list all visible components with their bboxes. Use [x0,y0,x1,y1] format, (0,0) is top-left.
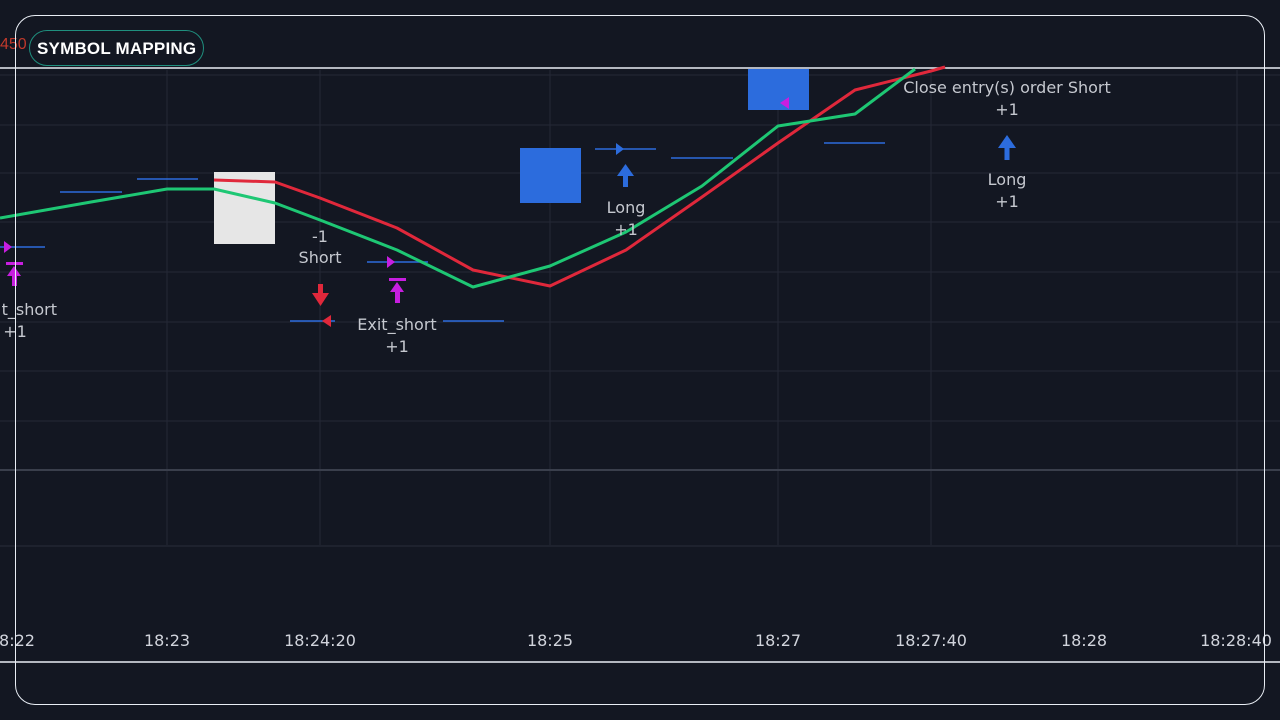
annotation-label: Close entry(s) order Short [903,78,1111,97]
annotation-qty: +1 [3,322,27,341]
order-level-segments [0,142,885,322]
x-tick-label: 18:27:40 [895,631,967,650]
blue-candle-box-top [748,69,809,110]
magenta-triangle-marker [780,97,789,109]
long-up-arrow-icon [617,164,634,187]
green-series-line [0,67,916,289]
annotation-label: Short [299,248,342,267]
x-tick-label: 8:22 [0,631,35,650]
price-scale-fragment: 450 [0,36,27,53]
symbol-mapping-badge[interactable]: SYMBOL MAPPING [29,30,205,66]
x-tick-label: 18:28 [1061,631,1107,650]
annotation-qty: +1 [995,100,1019,119]
annotation-label: Long [607,198,646,217]
magenta-triangle-marker [4,241,12,253]
annotation-qty: +1 [995,192,1019,211]
grid-vertical [166,70,1238,545]
blue-triangle-marker [616,143,624,155]
x-tick-label: 18:23 [144,631,190,650]
grid-horizontal [0,74,1280,422]
long-up-arrow-icon [998,135,1016,160]
x-tick-label: 18:25 [527,631,573,650]
annotation-qty: +1 [614,220,638,239]
annotation-label: Exit_short [357,315,436,335]
annotation-qty: +1 [385,337,409,356]
annotation-qty: -1 [312,227,328,246]
exit-short-arrow-icon [389,278,406,303]
exit-short-arrow-icon [6,262,23,286]
annotation-label: t_short [2,300,57,320]
red-triangle-marker [322,315,331,327]
white-candle-box [214,172,275,244]
red-series-line [213,65,946,288]
blue-candle-box [520,148,581,203]
x-tick-label: 18:27 [755,631,801,650]
magenta-triangle-marker [387,256,395,268]
x-tick-label: 18:24:20 [284,631,356,650]
short-down-arrow-icon [312,284,329,306]
x-axis[interactable]: 8:22 18:23 18:24:20 18:25 18:27 18:27:40… [0,631,1272,650]
annotation-label: Long [988,170,1027,189]
x-tick-label: 18:28:40 [1200,631,1272,650]
